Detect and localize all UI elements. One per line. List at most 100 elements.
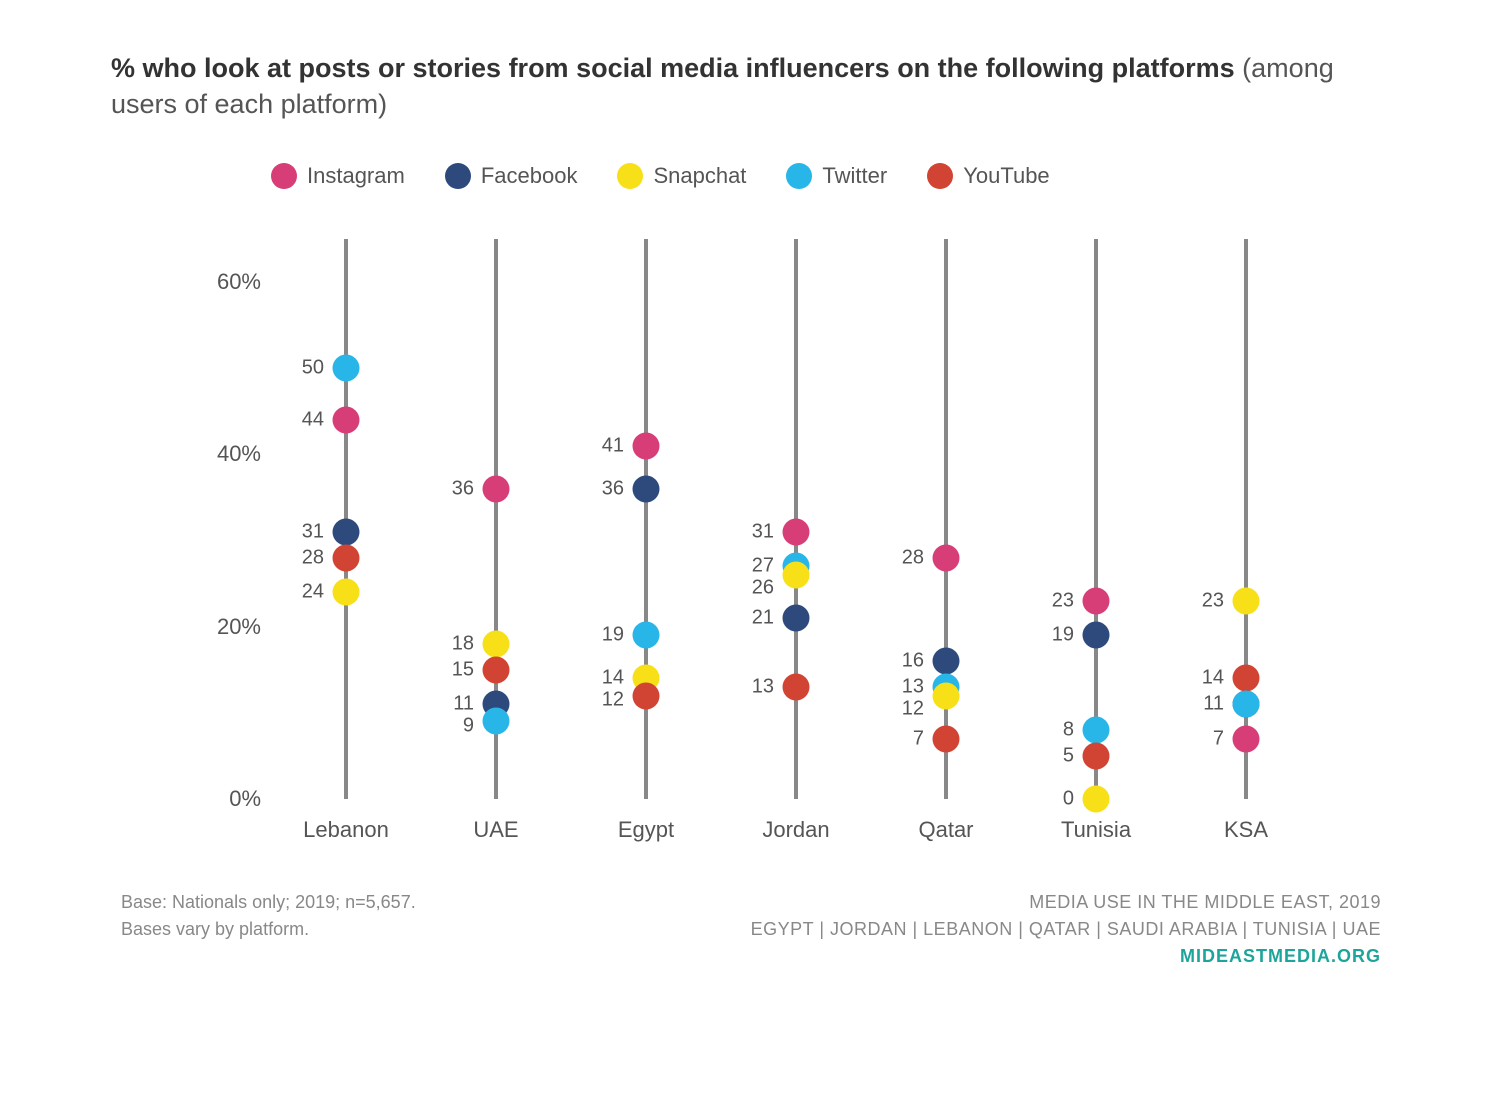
footer-link[interactable]: MIDEASTMEDIA.ORG — [751, 943, 1381, 970]
data-point-label: 41 — [602, 434, 624, 457]
data-point-dot — [333, 518, 360, 545]
data-point-label: 9 — [463, 715, 474, 738]
data-point-dot — [783, 604, 810, 631]
data-point-label: 44 — [302, 408, 324, 431]
data-point-label: 5 — [1063, 744, 1074, 767]
title-bold: % who look at posts or stories from soci… — [111, 53, 1235, 83]
data-point-label: 11 — [453, 693, 474, 716]
data-point-dot — [783, 673, 810, 700]
legend-label: Instagram — [307, 163, 405, 189]
chart-title: % who look at posts or stories from soci… — [111, 50, 1391, 123]
data-point-label: 31 — [752, 520, 774, 543]
footer-base-line1: Base: Nationals only; 2019; n=5,657. — [121, 889, 416, 916]
legend-item: Twitter — [786, 163, 887, 189]
footer-source-line2: EGYPT | JORDAN | LEBANON | QATAR | SAUDI… — [751, 916, 1381, 943]
legend-dot-icon — [617, 163, 643, 189]
data-point-dot — [1233, 725, 1260, 752]
data-point-label: 13 — [902, 675, 924, 698]
data-point-dot — [483, 708, 510, 735]
data-point-label: 0 — [1063, 787, 1074, 810]
data-point-dot — [933, 682, 960, 709]
data-point-dot — [633, 475, 660, 502]
chart-footer: Base: Nationals only; 2019; n=5,657. Bas… — [111, 889, 1391, 970]
data-point-dot — [783, 561, 810, 588]
data-point-dot — [1083, 622, 1110, 649]
data-point-dot — [933, 648, 960, 675]
footer-base-line2: Bases vary by platform. — [121, 916, 416, 943]
lollipop-stem — [944, 239, 948, 799]
data-point-dot — [1233, 691, 1260, 718]
data-point-dot — [333, 579, 360, 606]
legend-dot-icon — [786, 163, 812, 189]
legend: Instagram Facebook Snapchat Twitter YouTube — [271, 163, 1391, 189]
data-point-label: 36 — [452, 477, 474, 500]
data-point-label: 16 — [902, 650, 924, 673]
data-point-label: 23 — [1202, 589, 1224, 612]
data-point-label: 21 — [752, 606, 774, 629]
data-point-dot — [1083, 785, 1110, 812]
legend-label: Facebook — [481, 163, 578, 189]
x-axis-country-label: Egypt — [618, 817, 674, 843]
data-point-dot — [333, 406, 360, 433]
data-point-dot — [483, 630, 510, 657]
data-point-label: 23 — [1052, 589, 1074, 612]
x-axis-country-label: KSA — [1224, 817, 1268, 843]
data-point-dot — [933, 725, 960, 752]
data-point-label: 13 — [752, 675, 774, 698]
lollipop-stem — [644, 239, 648, 799]
plot-area: 0%20%40%60% 5044312824Lebanon361815119UA… — [271, 239, 1321, 799]
data-point-dot — [333, 544, 360, 571]
data-point-label: 12 — [602, 689, 624, 712]
data-point-dot — [1233, 587, 1260, 614]
data-point-label: 27 — [752, 555, 774, 578]
data-point-label: 15 — [452, 658, 474, 681]
y-tick-label: 60% — [181, 269, 261, 295]
data-point-dot — [633, 622, 660, 649]
data-point-label: 26 — [752, 577, 774, 600]
data-point-label: 19 — [1052, 624, 1074, 647]
data-point-label: 24 — [302, 581, 324, 604]
footer-source-line1: MEDIA USE IN THE MIDDLE EAST, 2019 — [751, 889, 1381, 916]
data-point-label: 28 — [302, 546, 324, 569]
y-tick-label: 0% — [181, 786, 261, 812]
data-point-label: 7 — [913, 727, 924, 750]
data-point-label: 36 — [602, 477, 624, 500]
data-point-label: 12 — [902, 697, 924, 720]
data-point-label: 7 — [1213, 727, 1224, 750]
data-point-label: 14 — [602, 667, 624, 690]
data-point-dot — [483, 656, 510, 683]
y-tick-label: 40% — [181, 441, 261, 467]
data-point-dot — [1083, 716, 1110, 743]
x-axis-country-label: Lebanon — [303, 817, 389, 843]
data-point-label: 28 — [902, 546, 924, 569]
footer-left: Base: Nationals only; 2019; n=5,657. Bas… — [121, 889, 416, 970]
legend-label: Twitter — [822, 163, 887, 189]
data-point-dot — [633, 432, 660, 459]
lollipop-stem — [1094, 239, 1098, 799]
data-point-label: 14 — [1202, 667, 1224, 690]
x-axis-country-label: UAE — [473, 817, 518, 843]
legend-label: YouTube — [963, 163, 1049, 189]
data-point-label: 19 — [602, 624, 624, 647]
legend-dot-icon — [445, 163, 471, 189]
legend-item: Facebook — [445, 163, 578, 189]
x-axis-country-label: Jordan — [762, 817, 829, 843]
chart-container: % who look at posts or stories from soci… — [111, 50, 1391, 1010]
data-point-dot — [483, 475, 510, 502]
x-axis-country-label: Qatar — [918, 817, 973, 843]
data-point-dot — [783, 518, 810, 545]
data-point-dot — [333, 355, 360, 382]
data-point-label: 18 — [452, 632, 474, 655]
data-point-dot — [1083, 742, 1110, 769]
y-tick-label: 20% — [181, 614, 261, 640]
x-axis-country-label: Tunisia — [1061, 817, 1131, 843]
legend-item: Snapchat — [617, 163, 746, 189]
data-point-label: 8 — [1063, 718, 1074, 741]
data-point-dot — [933, 544, 960, 571]
footer-right: MEDIA USE IN THE MIDDLE EAST, 2019 EGYPT… — [751, 889, 1381, 970]
legend-label: Snapchat — [653, 163, 746, 189]
legend-dot-icon — [271, 163, 297, 189]
data-point-label: 31 — [302, 520, 324, 543]
data-point-dot — [633, 682, 660, 709]
data-point-label: 50 — [302, 357, 324, 380]
